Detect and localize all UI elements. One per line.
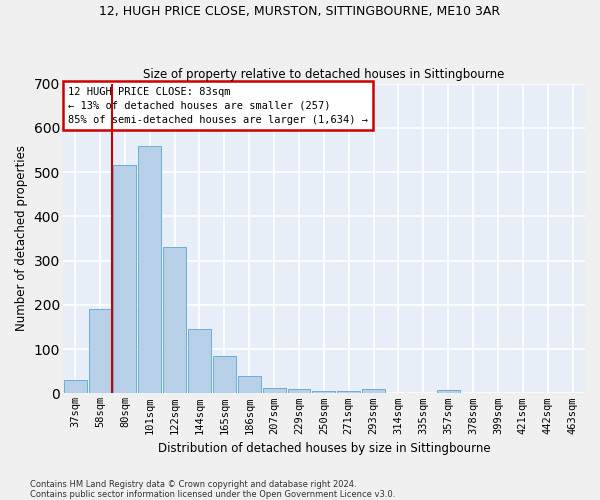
Title: Size of property relative to detached houses in Sittingbourne: Size of property relative to detached ho… <box>143 68 505 81</box>
Text: 12, HUGH PRICE CLOSE, MURSTON, SITTINGBOURNE, ME10 3AR: 12, HUGH PRICE CLOSE, MURSTON, SITTINGBO… <box>100 5 500 18</box>
X-axis label: Distribution of detached houses by size in Sittingbourne: Distribution of detached houses by size … <box>158 442 490 455</box>
Y-axis label: Number of detached properties: Number of detached properties <box>15 146 28 332</box>
Bar <box>188 329 211 394</box>
Bar <box>64 380 86 394</box>
Bar <box>337 391 360 394</box>
Bar <box>287 389 310 394</box>
Bar <box>362 389 385 394</box>
Text: Contains HM Land Registry data © Crown copyright and database right 2024.
Contai: Contains HM Land Registry data © Crown c… <box>30 480 395 499</box>
Bar <box>89 310 112 394</box>
Bar <box>313 391 335 394</box>
Bar <box>139 146 161 394</box>
Bar <box>213 356 236 394</box>
Bar <box>163 248 186 394</box>
Bar <box>437 390 460 394</box>
Bar <box>263 388 286 394</box>
Text: 12 HUGH PRICE CLOSE: 83sqm
← 13% of detached houses are smaller (257)
85% of sem: 12 HUGH PRICE CLOSE: 83sqm ← 13% of deta… <box>68 86 368 124</box>
Bar <box>113 166 136 394</box>
Bar <box>238 376 260 394</box>
